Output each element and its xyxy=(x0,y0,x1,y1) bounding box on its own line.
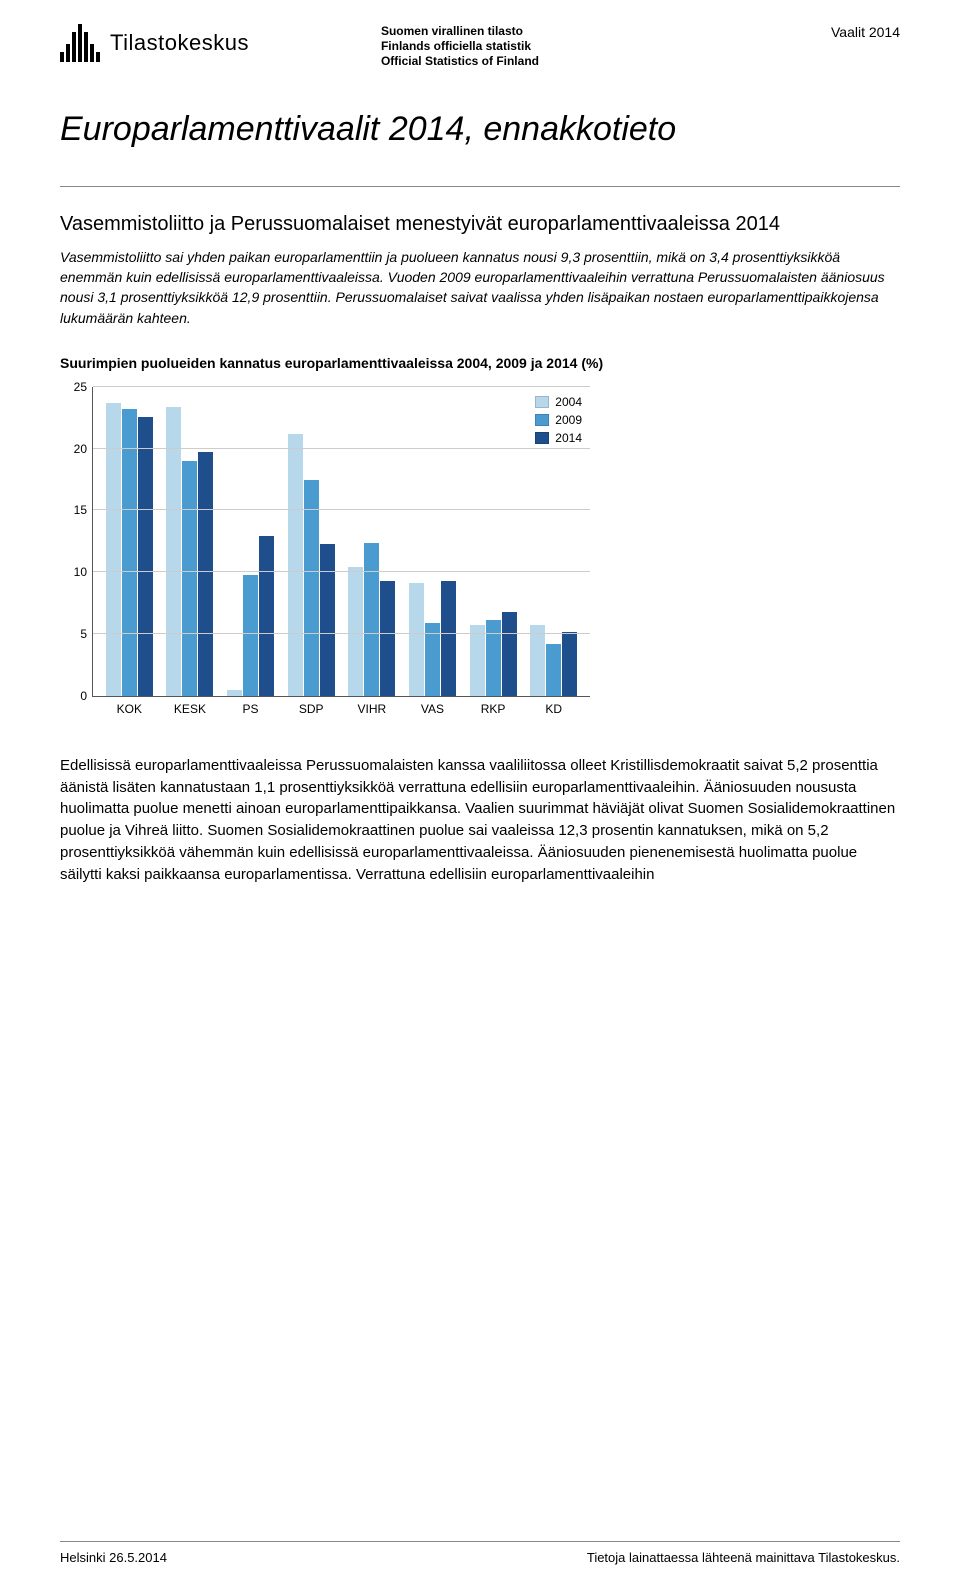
chart-bar xyxy=(227,690,242,696)
chart-xcategory-label: VIHR xyxy=(357,696,386,716)
bar-chart: 200420092014 KOKKESKPSSDPVIHRVASRKPKD 05… xyxy=(60,387,590,697)
chart-gridline xyxy=(93,633,590,634)
chart-xcategory-label: PS xyxy=(243,696,259,716)
horizontal-rule xyxy=(60,186,900,187)
org-logo: Tilastokeskus xyxy=(60,24,249,62)
chart-category-group: KOK xyxy=(99,387,160,696)
chart-bar xyxy=(243,575,258,696)
chart-ytick-label: 0 xyxy=(80,689,93,703)
chart-ytick-label: 15 xyxy=(74,503,93,517)
chart-bar xyxy=(122,409,137,696)
chart-bar xyxy=(546,644,561,696)
subheading: Vasemmistoliitto ja Perussuomalaiset men… xyxy=(60,211,900,237)
chart-xcategory-label: KOK xyxy=(117,696,142,716)
chart-bar xyxy=(259,536,274,695)
chart-ytick-label: 5 xyxy=(80,627,93,641)
chart-bar xyxy=(502,612,517,696)
chart-bar xyxy=(288,434,303,696)
chart-bar xyxy=(320,544,335,696)
chart-xcategory-label: VAS xyxy=(421,696,444,716)
chart-bar xyxy=(198,452,213,695)
header-topic: Vaalit 2014 xyxy=(831,24,900,40)
chart-bar xyxy=(304,480,319,696)
chart-bar xyxy=(348,567,363,696)
chart-gridline xyxy=(93,386,590,387)
chart-bar xyxy=(470,625,485,695)
chart-ytick-label: 10 xyxy=(74,565,93,579)
chart-gridline xyxy=(93,509,590,510)
chart-ytick-label: 25 xyxy=(74,380,93,394)
chart-plot-area: 200420092014 KOKKESKPSSDPVIHRVASRKPKD 05… xyxy=(92,387,590,697)
chart-ytick-label: 20 xyxy=(74,442,93,456)
chart-xcategory-label: SDP xyxy=(299,696,324,716)
svt-line-sv: Finlands officiella statistik xyxy=(381,39,539,54)
body-paragraph: Edellisissä europarlamenttivaaleissa Per… xyxy=(60,755,900,886)
page-header: Tilastokeskus Suomen virallinen tilasto … xyxy=(60,24,900,69)
chart-category-group: KD xyxy=(523,387,584,696)
lead-paragraph: Vasemmistoliitto sai yhden paikan europa… xyxy=(60,247,900,328)
chart-category-group: RKP xyxy=(463,387,524,696)
logo-bars-icon xyxy=(60,24,100,62)
chart-bar xyxy=(380,581,395,696)
chart-xcategory-label: RKP xyxy=(481,696,506,716)
page-footer: Helsinki 26.5.2014 Tietoja lainattaessa … xyxy=(60,1541,900,1565)
chart-category-group: VAS xyxy=(402,387,463,696)
org-name: Tilastokeskus xyxy=(110,30,249,56)
chart-bar xyxy=(166,407,181,696)
chart-title: Suurimpien puolueiden kannatus europarla… xyxy=(60,354,900,373)
chart-xcategory-label: KD xyxy=(545,696,562,716)
chart-bar-groups: KOKKESKPSSDPVIHRVASRKPKD xyxy=(93,387,590,696)
chart-bar xyxy=(138,417,153,696)
footer-date: Helsinki 26.5.2014 xyxy=(60,1550,167,1565)
chart-bar xyxy=(409,583,424,695)
chart-category-group: PS xyxy=(220,387,281,696)
footer-attribution: Tietoja lainattaessa lähteenä mainittava… xyxy=(587,1550,900,1565)
svt-line-fi: Suomen virallinen tilasto xyxy=(381,24,539,39)
svt-block: Suomen virallinen tilasto Finlands offic… xyxy=(381,24,539,69)
chart-bar xyxy=(530,625,545,695)
chart-bar xyxy=(486,620,501,695)
svt-line-en: Official Statistics of Finland xyxy=(381,54,539,69)
chart-bar xyxy=(441,581,456,696)
page-title: Europarlamenttivaalit 2014, ennakkotieto xyxy=(60,109,900,150)
chart-gridline xyxy=(93,571,590,572)
chart-category-group: VIHR xyxy=(342,387,403,696)
chart-bar xyxy=(182,461,197,696)
header-left: Tilastokeskus Suomen virallinen tilasto … xyxy=(60,24,539,69)
chart-bar xyxy=(562,632,577,696)
chart-category-group: KESK xyxy=(160,387,221,696)
chart-gridline xyxy=(93,448,590,449)
chart-category-group: SDP xyxy=(281,387,342,696)
chart-bar xyxy=(364,543,379,696)
chart-xcategory-label: KESK xyxy=(174,696,206,716)
